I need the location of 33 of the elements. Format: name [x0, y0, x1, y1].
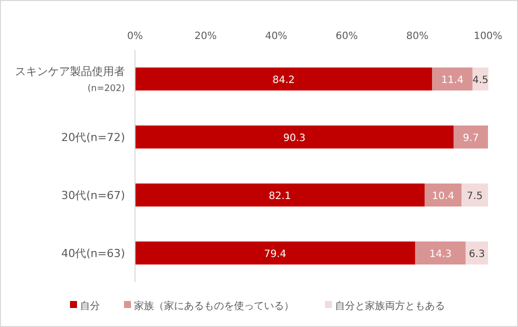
- bar: [454, 126, 488, 148]
- x-tick-label: 20%: [194, 31, 217, 42]
- x-tick-label: 0%: [127, 31, 143, 42]
- bar: [462, 184, 488, 206]
- bar: [135, 126, 454, 148]
- y-tick-label: 40代(n=63): [61, 247, 125, 260]
- data-label: 84.2: [272, 75, 295, 86]
- bar: [432, 68, 472, 90]
- legend-label: 自分と家族両方ともある: [335, 300, 445, 312]
- bar: [424, 184, 462, 206]
- data-label: 14.3: [429, 249, 452, 260]
- y-tick-label: 30代(n=67): [61, 189, 125, 202]
- legend-label: 自分: [80, 300, 100, 312]
- y-tick-label: スキンケア製品使用者 (n=202): [15, 65, 125, 94]
- data-label: 4.5: [472, 75, 488, 86]
- x-tick-label: 100%: [474, 31, 502, 42]
- data-label: 6.3: [468, 249, 485, 260]
- x-tick-label: 40%: [265, 31, 288, 42]
- data-label: 90.3: [283, 133, 306, 144]
- x-tick-label: 60%: [336, 31, 358, 42]
- bar: [135, 68, 432, 90]
- data-label: 11.4: [441, 75, 464, 86]
- legend-label: 家族（家にあるものを使っている）: [134, 300, 294, 312]
- data-label: 82.1: [268, 191, 292, 202]
- bar: [135, 184, 425, 206]
- x-tick-label: 80%: [406, 31, 429, 42]
- data-label: 7.5: [466, 191, 483, 202]
- bar: [135, 242, 416, 264]
- data-label: 9.7: [462, 133, 479, 144]
- data-label: 79.4: [264, 249, 286, 260]
- y-tick-label: 20代(n=72): [61, 131, 125, 144]
- bar: [415, 242, 466, 264]
- data-label: 10.4: [432, 191, 454, 202]
